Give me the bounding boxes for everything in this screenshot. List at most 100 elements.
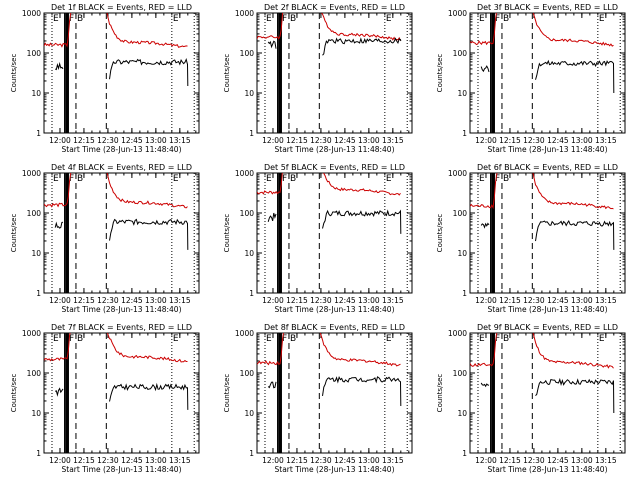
x-tick-label: 13:00 [358,296,380,305]
x-tick-label: 12:15 [73,296,95,305]
x-tick-label: 13:15 [595,136,617,145]
marker-label: E [386,14,392,24]
x-tick-label: 12:15 [286,456,308,465]
y-tick-label: 10 [244,89,254,98]
y-tick-label: 10 [457,409,467,418]
y-tick-label: 100 [240,369,255,378]
x-tick-label: 12:15 [73,456,95,465]
marker-label: F [69,174,74,184]
series-events [109,218,189,250]
marker-label: F [282,334,287,344]
series-lld [257,13,401,41]
x-axis-label: Start Time (28-Jun-13 11:48:40) [62,145,182,154]
series-events [109,382,189,410]
y-tick-label: 1 [249,449,254,458]
x-tick-label: 13:00 [145,136,167,145]
x-tick-label: 13:00 [571,456,593,465]
series-lld [470,13,614,47]
panel-title: Det 8f BLACK = Events, RED = LLD [264,323,405,332]
y-axis-label: Counts/sec [10,214,18,253]
plot-frame [469,172,626,294]
panel-title: Det 1f BLACK = Events, RED = LLD [51,3,192,12]
x-axis-label: Start Time (28-Jun-13 11:48:40) [488,465,608,474]
x-tick-label: 12:15 [286,136,308,145]
marker-label: B [503,174,509,184]
y-tick-label: 1 [462,289,467,298]
x-tick-label: 12:15 [499,136,521,145]
y-tick-label: 10 [457,89,467,98]
x-tick-label: 12:45 [334,456,356,465]
marker-label: E [173,14,179,24]
marker-label: E [479,174,485,184]
x-tick-label: 12:30 [310,456,332,465]
x-tick-label: 13:15 [382,296,404,305]
x-tick-label: 13:00 [358,136,380,145]
x-tick-label: 13:15 [169,296,191,305]
marker-label: E [53,334,59,344]
x-tick-label: 12:30 [97,456,119,465]
marker-label: E [599,334,605,344]
series-events [480,382,490,388]
x-tick-label: 12:30 [97,136,119,145]
plot-frame [43,172,200,294]
y-tick-label: 1000 [448,329,467,338]
panel-title: Det 2f BLACK = Events, RED = LLD [264,3,405,12]
x-axis-label: Start Time (28-Jun-13 11:48:40) [62,465,182,474]
marker-label: F [282,174,287,184]
y-tick-label: 1000 [235,169,254,178]
panel-det-5: Det 5f BLACK = Events, RED = LLD 1 10 100 10… [223,163,413,314]
series-events [54,387,64,397]
x-tick-label: 13:15 [382,456,404,465]
plot-frame [43,12,200,134]
y-tick-label: 100 [27,209,42,218]
x-tick-label: 12:45 [547,296,569,305]
x-tick-label: 12:45 [121,456,143,465]
x-axis-label: Start Time (28-Jun-13 11:48:40) [488,305,608,314]
x-tick-label: 12:00 [49,296,71,305]
series-events [109,57,189,86]
series-events [322,37,402,56]
x-tick-label: 13:00 [571,136,593,145]
marker-label: B [503,334,509,344]
marker-label: B [77,334,83,344]
x-axis-label: Start Time (28-Jun-13 11:48:40) [275,305,395,314]
x-tick-label: 12:15 [499,456,521,465]
plot-frame [256,172,413,294]
panel-title: Det 3f BLACK = Events, RED = LLD [477,3,618,12]
panel-det-7: Det 7f BLACK = Events, RED = LLD 1 10 100 10… [10,323,200,474]
marker-label: F [69,14,74,24]
panel-title: Det 9f BLACK = Events, RED = LLD [477,323,618,332]
series-lld [470,333,614,369]
y-tick-label: 10 [31,249,41,258]
y-tick-label: 100 [453,49,468,58]
x-tick-label: 12:15 [286,296,308,305]
panel-det-2: Det 2f BLACK = Events, RED = LLD 1 10 100 10… [223,3,413,154]
y-tick-label: 1 [36,129,41,138]
x-axis-label: Start Time (28-Jun-13 11:48:40) [275,145,395,154]
marker-label: E [479,334,485,344]
marker-label: E [266,14,272,24]
x-tick-label: 13:15 [595,296,617,305]
marker-label: B [503,14,509,24]
marker-label: F [495,174,500,184]
y-tick-label: 100 [240,49,255,58]
x-tick-label: 12:00 [475,136,497,145]
series-lld [470,173,614,210]
marker-label: E [266,174,272,184]
x-tick-label: 12:30 [523,296,545,305]
marker-label: B [77,14,83,24]
x-tick-label: 13:15 [382,136,404,145]
series-events [267,40,277,49]
marker-label: F [495,14,500,24]
x-axis-label: Start Time (28-Jun-13 11:48:40) [275,465,395,474]
panel-det-9: Det 9f BLACK = Events, RED = LLD 1 10 100 10… [436,323,626,474]
series-lld [44,173,188,209]
y-axis-label: Counts/sec [223,374,231,413]
series-events [535,59,615,94]
y-tick-label: 1000 [235,329,254,338]
series-events [54,221,64,229]
y-tick-label: 10 [31,89,41,98]
series-events [480,65,490,73]
x-tick-label: 12:45 [547,136,569,145]
